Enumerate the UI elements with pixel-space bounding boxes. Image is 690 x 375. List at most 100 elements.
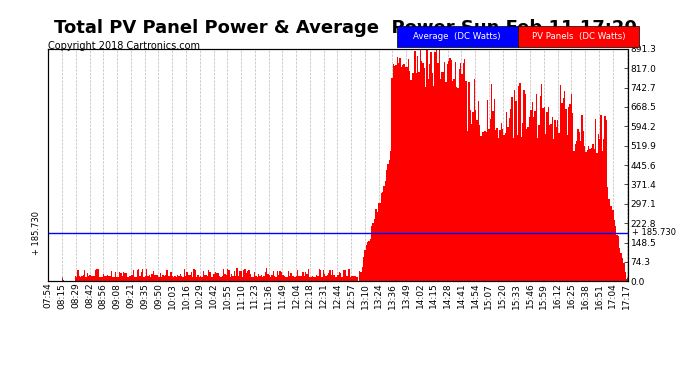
Bar	[428, 79, 429, 281]
Text: Copyright 2018 Cartronics.com: Copyright 2018 Cartronics.com	[48, 41, 200, 51]
Bar	[482, 132, 483, 281]
Bar	[557, 120, 558, 281]
Bar	[366, 245, 367, 281]
Bar	[273, 271, 274, 281]
Bar	[110, 276, 111, 281]
Bar	[63, 280, 65, 281]
Bar	[137, 270, 138, 281]
Bar	[615, 226, 616, 281]
Bar	[304, 276, 305, 281]
Bar	[382, 192, 383, 281]
Bar	[395, 65, 397, 281]
Bar	[480, 136, 482, 281]
Bar	[373, 223, 374, 281]
Bar	[406, 68, 408, 281]
Bar	[472, 112, 473, 281]
Bar	[323, 270, 324, 281]
Bar	[206, 275, 207, 281]
Bar	[422, 63, 424, 281]
Text: + 185.730: + 185.730	[632, 228, 676, 237]
Bar	[243, 270, 244, 281]
Bar	[322, 277, 323, 281]
Bar	[510, 109, 511, 281]
Bar	[81, 276, 83, 281]
Bar	[207, 276, 208, 281]
Bar	[271, 275, 273, 281]
Bar	[462, 74, 463, 281]
Bar	[417, 56, 418, 281]
Bar	[384, 181, 386, 281]
Bar	[104, 276, 106, 281]
Bar	[84, 270, 86, 281]
Bar	[337, 275, 339, 281]
Bar	[618, 236, 619, 281]
Bar	[97, 269, 99, 281]
Bar	[421, 60, 422, 281]
Bar	[381, 193, 382, 281]
Bar	[226, 275, 227, 281]
Bar	[387, 164, 388, 281]
Bar	[571, 94, 572, 281]
Bar	[223, 268, 224, 281]
Bar	[424, 68, 425, 281]
Bar	[558, 133, 560, 281]
Bar	[79, 276, 80, 281]
Bar	[144, 277, 145, 281]
Bar	[484, 131, 486, 281]
Bar	[224, 274, 226, 281]
Bar	[295, 276, 297, 281]
Bar	[540, 96, 541, 281]
Bar	[440, 79, 441, 281]
Bar	[459, 69, 460, 281]
Bar	[506, 111, 507, 281]
Bar	[335, 278, 336, 281]
Bar	[75, 276, 76, 281]
Bar	[576, 141, 578, 281]
Bar	[377, 212, 378, 281]
Bar	[134, 277, 135, 281]
Bar	[564, 91, 565, 281]
Bar	[386, 170, 387, 281]
Bar	[258, 274, 259, 281]
Bar	[210, 277, 212, 281]
Bar	[493, 111, 494, 281]
Bar	[172, 276, 173, 281]
Bar	[598, 134, 599, 281]
Bar	[312, 276, 313, 281]
Bar	[517, 135, 518, 281]
Bar	[336, 276, 337, 281]
Bar	[342, 277, 343, 281]
Bar	[209, 272, 210, 281]
Bar	[592, 144, 593, 281]
Bar	[439, 49, 440, 281]
Bar	[348, 269, 350, 281]
Bar	[487, 100, 489, 281]
Bar	[445, 82, 446, 281]
Bar	[457, 88, 459, 281]
Bar	[429, 64, 431, 281]
Bar	[604, 116, 606, 281]
Bar	[115, 272, 117, 281]
Bar	[545, 134, 546, 281]
Bar	[420, 51, 421, 281]
Bar	[275, 277, 277, 281]
Bar	[588, 146, 589, 281]
Bar	[613, 220, 615, 281]
Bar	[442, 72, 444, 281]
Bar	[490, 119, 491, 281]
Bar	[108, 276, 110, 281]
Bar	[622, 258, 623, 281]
Bar	[573, 151, 575, 281]
Bar	[566, 135, 568, 281]
Bar	[328, 273, 329, 281]
Bar	[504, 133, 506, 281]
Bar	[306, 274, 308, 281]
Bar	[274, 276, 275, 281]
Bar	[83, 275, 84, 281]
Bar	[188, 275, 189, 281]
Bar	[88, 276, 90, 281]
Bar	[278, 275, 279, 281]
Bar	[159, 273, 161, 281]
Bar	[537, 138, 538, 281]
Bar	[515, 101, 517, 281]
